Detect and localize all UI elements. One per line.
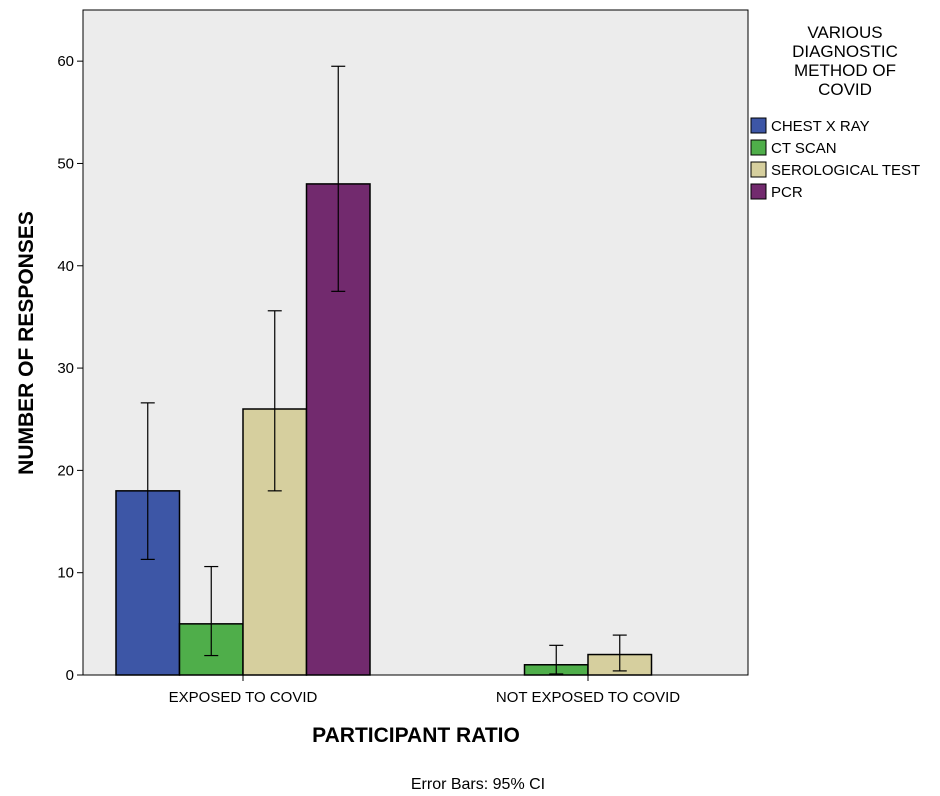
- legend-label: CHEST X RAY: [771, 118, 870, 135]
- footnote: Error Bars: 95% CI: [411, 776, 545, 793]
- legend-label: PCR: [771, 184, 803, 201]
- legend-title-line-1: VARIOUS: [807, 23, 882, 42]
- y-axis-title: NUMBER OF RESPONSES: [15, 211, 38, 475]
- y-tick-label: 30: [57, 360, 74, 377]
- y-tick-label: 50: [57, 155, 74, 172]
- legend-swatch: [750, 161, 767, 178]
- legend-swatch: [750, 117, 767, 134]
- y-tick-label: 0: [66, 667, 74, 684]
- y-ticks: 0 10 20 30 40 50 60: [57, 53, 83, 684]
- y-tick-label: 40: [57, 258, 74, 275]
- x-category-label: EXPOSED TO COVID: [169, 689, 318, 706]
- legend-label: SEROLOGICAL TEST: [771, 162, 920, 179]
- y-tick-label: 10: [57, 565, 74, 582]
- legend-items: CHEST X RAY CT SCAN SEROLOGICAL TEST PCR: [750, 117, 920, 201]
- x-category-label: NOT EXPOSED TO COVID: [496, 689, 680, 706]
- plot-area: [82, 9, 749, 676]
- y-tick-label: 60: [57, 53, 74, 70]
- legend-title-line-2: DIAGNOSTIC: [792, 42, 898, 61]
- legend-title-line-3: METHOD OF: [794, 61, 896, 80]
- legend-title-line-4: COVID: [818, 80, 872, 99]
- y-tick-label: 20: [57, 462, 74, 479]
- legend-swatch: [750, 139, 767, 156]
- x-axis-title: PARTICIPANT RATIO: [312, 724, 520, 747]
- legend-swatch: [750, 183, 767, 200]
- error-bars: [140, 65, 627, 675]
- legend-label: CT SCAN: [771, 140, 837, 157]
- legend: VARIOUS DIAGNOSTIC METHOD OF COVID CHEST…: [750, 23, 920, 201]
- x-category-labels: EXPOSED TO COVID NOT EXPOSED TO COVID: [169, 675, 680, 706]
